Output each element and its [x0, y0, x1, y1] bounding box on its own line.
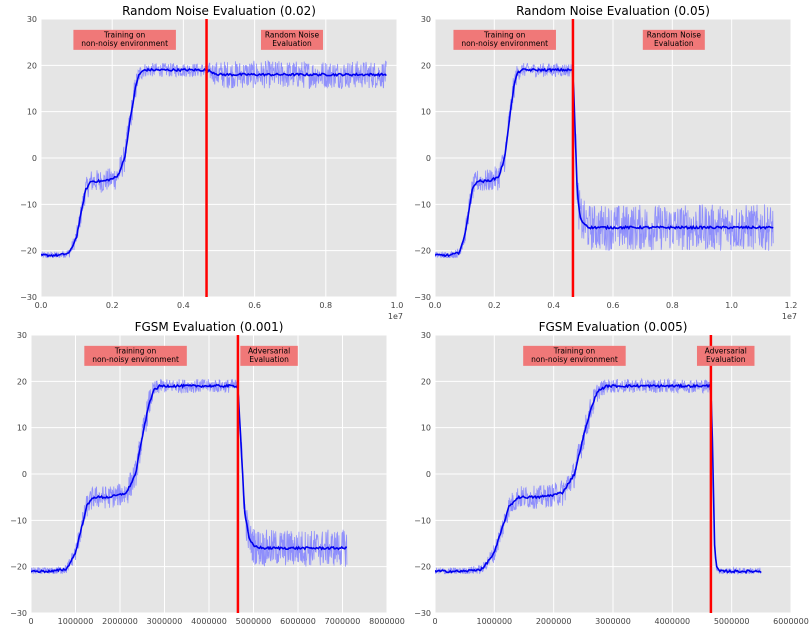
chart-1-raw-reward-line — [41, 59, 387, 259]
chart-4-y-tick-label: −10 — [414, 516, 431, 525]
chart-1-y-tick-label: −20 — [20, 247, 37, 256]
chart-2-y-tick-label: −10 — [414, 200, 431, 209]
chart-2-annotation-text: Evaluation — [654, 39, 694, 48]
chart-1-x-offset-label: 1e7 — [388, 312, 403, 321]
chart-2-y-tick-label: 30 — [421, 15, 431, 24]
chart-3-y-tick-label: 10 — [17, 424, 27, 433]
chart-4-raw-reward-line — [435, 377, 762, 576]
chart-4-x-tick-label: 2000000 — [536, 617, 572, 626]
chart-3-annotation-text: non-noisy environment — [92, 355, 179, 364]
chart-4-annotation-box — [523, 345, 626, 366]
chart-1-annotation-box — [260, 29, 323, 50]
chart-3-x-tick-label: 5000000 — [236, 617, 272, 626]
chart-1-x-tick-label: 1.0 — [391, 301, 404, 310]
chart-4-annotation-text: Adversarial — [705, 346, 747, 355]
chart-3-x-tick-label: 4000000 — [191, 617, 227, 626]
chart-2-x-tick-label: 0.4 — [547, 301, 560, 310]
chart-1-x-tick-label: 0.4 — [177, 301, 190, 310]
chart-4-x-tick-label: 1000000 — [477, 617, 513, 626]
chart-4-x-tick-label: 5000000 — [714, 617, 750, 626]
chart-3-x-tick-label: 6000000 — [280, 617, 316, 626]
chart-3-x-tick-label: 8000000 — [369, 617, 405, 626]
chart-3-y-tick-label: −30 — [10, 609, 27, 618]
chart-4-annotation-text: non-noisy environment — [531, 355, 618, 364]
chart-1-x-tick-label: 0.2 — [106, 301, 119, 310]
chart-1-annotation-text: non-noisy environment — [81, 39, 168, 48]
chart-1-y-tick-label: 0 — [32, 154, 37, 163]
chart-3-annotation-text: Evaluation — [249, 355, 289, 364]
chart-2-annotation-text: Random Noise — [647, 30, 702, 39]
chart-4-annotation-text: Evaluation — [706, 355, 746, 364]
chart-1-x-tick-label: 0.6 — [248, 301, 261, 310]
chart-3-x-tick-label: 1000000 — [58, 617, 94, 626]
chart-3-y-tick-label: 20 — [17, 377, 27, 386]
chart-4-y-tick-label: 30 — [421, 331, 431, 340]
chart-2-raw-reward-line — [435, 63, 774, 259]
chart-2-x-tick-label: 0.6 — [607, 301, 620, 310]
chart-4-y-tick-label: −20 — [414, 563, 431, 572]
chart-4-y-tick-label: −30 — [414, 609, 431, 618]
chart-4: 0 1000000 2000000 3000000 4000000 5000000 6000… — [414, 320, 809, 626]
chart-4-y-tick-label: 10 — [421, 424, 431, 433]
chart-2-annotation-text: non-noisy environment — [461, 39, 548, 48]
chart-4-smoothed-reward-line — [435, 383, 762, 574]
chart-1-annotation-text: Training on — [103, 30, 146, 39]
chart-1-annotation-box — [73, 29, 176, 50]
chart-1-annotation-text: Evaluation — [272, 39, 312, 48]
chart-3: 0 1000000 2000000 3000000 4000000 5000000 6000… — [10, 320, 405, 626]
chart-1-x-tick-label: 0.0 — [35, 301, 48, 310]
chart-2-y-tick-label: 10 — [421, 108, 431, 117]
chart-3-title: FGSM Evaluation (0.001) — [135, 320, 284, 334]
chart-3-annotation-box — [84, 345, 187, 366]
chart-4-annotation-text: Training on — [553, 346, 596, 355]
chart-1-x-tick-label: 0.8 — [319, 301, 332, 310]
chart-1: 0.0 0.2 0.4 0.6 0.8 1.0 −30 −20 −10 0 10 20 30 1e7 Ran… — [20, 4, 403, 321]
chart-3-x-tick-label: 3000000 — [147, 617, 183, 626]
chart-2-y-tick-label: −20 — [414, 247, 431, 256]
chart-2-annotation-box — [453, 29, 556, 50]
chart-3-annotation-text: Training on — [114, 346, 157, 355]
chart-3-x-tick-label: 2000000 — [102, 617, 138, 626]
chart-3-y-tick-label: 30 — [17, 331, 27, 340]
chart-4-y-tick-label: 0 — [426, 470, 431, 479]
chart-1-y-tick-label: 30 — [27, 15, 37, 24]
chart-4-y-tick-label: 20 — [421, 377, 431, 386]
chart-1-y-tick-label: −30 — [20, 293, 37, 302]
chart-3-annotation-box — [240, 345, 298, 366]
chart-2-y-tick-label: −30 — [414, 293, 431, 302]
chart-3-y-tick-label: −10 — [10, 516, 27, 525]
chart-1-annotation-text: Random Noise — [265, 30, 320, 39]
chart-4-x-tick-label: 0 — [432, 617, 437, 626]
chart-1-y-tick-label: −10 — [20, 200, 37, 209]
chart-2: 0.0 0.2 0.4 0.6 0.8 1.0 1.2 −30 −20 −10 0 10 20 30 1e7… — [414, 4, 797, 321]
chart-1-y-tick-label: 20 — [27, 61, 37, 70]
chart-3-y-tick-label: −20 — [10, 563, 27, 572]
chart-3-x-tick-label: 7000000 — [325, 617, 361, 626]
chart-2-y-tick-label: 0 — [426, 154, 431, 163]
chart-2-x-tick-label: 0.2 — [488, 301, 501, 310]
chart-4-x-tick-label: 4000000 — [655, 617, 691, 626]
chart-2-smoothed-reward-line — [435, 67, 774, 258]
chart-3-smoothed-reward-line — [31, 383, 348, 574]
chart-4-x-tick-label: 3000000 — [595, 617, 631, 626]
chart-1-title: Random Noise Evaluation (0.02) — [122, 4, 316, 18]
chart-2-x-offset-label: 1e7 — [782, 312, 797, 321]
chart-2-x-tick-label: 0.0 — [429, 301, 442, 310]
chart-2-y-tick-label: 20 — [421, 61, 431, 70]
chart-3-x-tick-label: 0 — [28, 617, 33, 626]
chart-2-annotation-text: Training on — [483, 30, 526, 39]
chart-4-x-tick-label: 6000000 — [773, 617, 809, 626]
chart-1-smoothed-reward-line — [41, 67, 387, 258]
chart-2-x-tick-label: 1.0 — [725, 301, 738, 310]
chart-4-annotation-box — [696, 345, 755, 366]
chart-3-y-tick-label: 0 — [22, 470, 27, 479]
chart-3-annotation-text: Adversarial — [248, 346, 290, 355]
chart-2-annotation-box — [642, 29, 705, 50]
chart-1-y-tick-label: 10 — [27, 108, 37, 117]
chart-4-title: FGSM Evaluation (0.005) — [539, 320, 688, 334]
chart-2-x-tick-label: 1.2 — [785, 301, 798, 310]
chart-2-title: Random Noise Evaluation (0.05) — [516, 4, 710, 18]
chart-2-x-tick-label: 0.8 — [666, 301, 679, 310]
